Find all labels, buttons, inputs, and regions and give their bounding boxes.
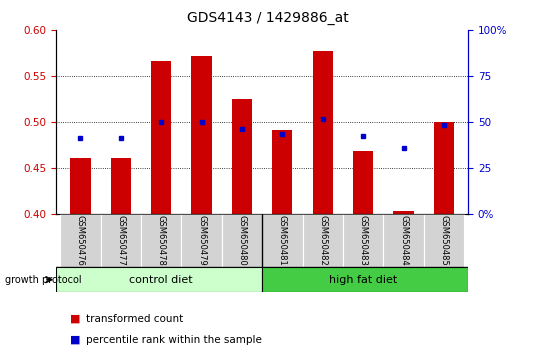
Bar xyxy=(192,56,212,214)
Text: growth protocol: growth protocol xyxy=(5,275,82,285)
Text: control diet: control diet xyxy=(129,275,193,285)
Text: GSM650479: GSM650479 xyxy=(197,215,206,266)
Bar xyxy=(151,61,171,214)
Text: GSM650480: GSM650480 xyxy=(238,215,247,266)
Text: GSM650481: GSM650481 xyxy=(278,215,287,266)
Bar xyxy=(111,158,131,214)
Bar xyxy=(60,214,101,267)
Bar xyxy=(262,267,468,292)
Bar xyxy=(181,214,222,267)
Bar xyxy=(393,211,414,214)
Text: GDS4143 / 1429886_at: GDS4143 / 1429886_at xyxy=(187,11,348,25)
Bar xyxy=(343,214,383,267)
Bar xyxy=(56,267,262,292)
Bar xyxy=(272,130,293,214)
Bar xyxy=(141,214,181,267)
Bar xyxy=(262,214,302,267)
Bar xyxy=(302,214,343,267)
Text: GSM650483: GSM650483 xyxy=(358,215,368,266)
Bar xyxy=(312,51,333,214)
Bar xyxy=(232,99,252,214)
Text: GSM650482: GSM650482 xyxy=(318,215,327,266)
Bar xyxy=(70,158,90,214)
Text: percentile rank within the sample: percentile rank within the sample xyxy=(86,335,262,345)
Text: GSM650476: GSM650476 xyxy=(76,215,85,266)
Bar xyxy=(434,122,454,214)
Text: GSM650484: GSM650484 xyxy=(399,215,408,266)
Text: GSM650485: GSM650485 xyxy=(439,215,448,266)
Text: ■: ■ xyxy=(70,335,80,345)
Bar xyxy=(353,151,373,214)
Bar xyxy=(424,214,464,267)
Text: high fat diet: high fat diet xyxy=(329,275,398,285)
Text: GSM650478: GSM650478 xyxy=(157,215,166,266)
Bar xyxy=(383,214,424,267)
Bar xyxy=(101,214,141,267)
Text: transformed count: transformed count xyxy=(86,314,183,324)
Text: GSM650477: GSM650477 xyxy=(116,215,125,266)
Bar xyxy=(222,214,262,267)
Text: ■: ■ xyxy=(70,314,80,324)
